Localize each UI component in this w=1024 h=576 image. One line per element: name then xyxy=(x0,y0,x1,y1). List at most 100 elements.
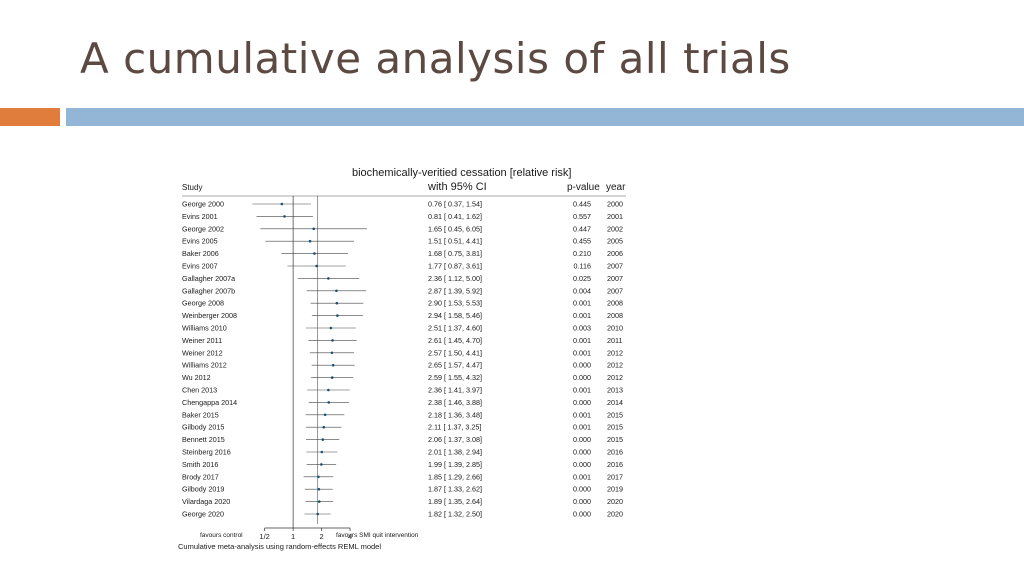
study-label: Steinberg 2016 xyxy=(182,448,231,457)
effect-ci-text: 2.51 [ 1.37, 4.60] xyxy=(428,324,482,333)
year-value: 2012 xyxy=(607,361,623,370)
study-label: Weinberger 2008 xyxy=(182,311,237,320)
year-value: 2012 xyxy=(607,373,623,382)
year-value: 2000 xyxy=(607,200,623,209)
favours-right-label: favours SMI quit intervention xyxy=(336,532,419,539)
column-header-study: Study xyxy=(182,183,202,192)
point-estimate xyxy=(323,413,327,417)
p-value: 0.025 xyxy=(573,274,591,283)
p-value: 0.000 xyxy=(573,497,591,506)
effect-ci-text: 1.65 [ 0.45, 6.05] xyxy=(428,224,482,233)
column-header-pvalue: p-value xyxy=(567,182,600,193)
chart-title: biochemically-veritied cessation [relati… xyxy=(352,167,571,179)
forest-plot-svg: biochemically-veritied cessation [relati… xyxy=(178,167,626,551)
year-value: 2007 xyxy=(607,262,623,271)
study-label: Gallagher 2007b xyxy=(182,286,235,295)
forest-row: George 2002 1.65 [ 0.45, 6.05] 0.447 2002 xyxy=(182,224,623,233)
forest-row: Smith 2016 1.99 [ 1.39, 2.85] 0.000 2016 xyxy=(182,460,623,469)
study-label: George 2002 xyxy=(182,224,224,233)
x-tick-label-0: 1/2 xyxy=(259,532,269,541)
slide-title: A cumulative analysis of all trials xyxy=(80,34,791,83)
point-estimate xyxy=(315,264,318,268)
point-estimate xyxy=(330,376,334,379)
study-label: Gilbody 2019 xyxy=(182,485,224,494)
accent-bar-blue xyxy=(66,108,1024,126)
year-value: 2015 xyxy=(607,423,623,432)
p-value: 0.445 xyxy=(573,200,591,209)
point-estimate xyxy=(329,326,333,330)
point-estimate xyxy=(327,401,331,404)
chart-footnote: Cumulative meta-analysis using random-ef… xyxy=(178,542,381,551)
p-value: 0.001 xyxy=(573,410,591,419)
year-value: 2014 xyxy=(607,398,623,407)
study-label: Wu 2012 xyxy=(182,373,211,382)
study-label: Baker 2006 xyxy=(182,249,219,258)
forest-row: Weiner 2011 2.61 [ 1.45, 4.70] 0.001 2011 xyxy=(182,336,622,345)
p-value: 0.000 xyxy=(573,361,591,370)
effect-ci-text: 1.51 [ 0.51, 4.41] xyxy=(428,237,482,246)
forest-row: Williams 2010 2.51 [ 1.37, 4.60] 0.003 2010 xyxy=(182,324,623,333)
point-estimate xyxy=(317,500,321,503)
study-label: Evins 2007 xyxy=(182,262,218,271)
study-label: Chengappa 2014 xyxy=(182,398,237,407)
effect-ci-text: 2.65 [ 1.57, 4.47] xyxy=(428,361,482,370)
p-value: 0.210 xyxy=(573,249,591,258)
p-value: 0.000 xyxy=(573,398,591,407)
year-value: 2010 xyxy=(607,324,623,333)
p-value: 0.000 xyxy=(573,435,591,444)
study-label: Chen 2013 xyxy=(182,386,217,395)
p-value: 0.003 xyxy=(573,324,591,333)
p-value: 0.001 xyxy=(573,472,591,481)
p-value: 0.000 xyxy=(573,448,591,457)
p-value: 0.447 xyxy=(573,224,591,233)
p-value: 0.000 xyxy=(573,485,591,494)
study-label: Bennett 2015 xyxy=(182,435,225,444)
p-value: 0.000 xyxy=(573,460,591,469)
effect-ci-text: 1.68 [ 0.75, 3.81] xyxy=(428,249,482,258)
effect-ci-text: 1.89 [ 1.35, 2.64] xyxy=(428,497,482,506)
forest-row: Evins 2007 1.77 [ 0.87, 3.61] 0.116 2007 xyxy=(182,262,623,271)
year-value: 2007 xyxy=(607,274,623,283)
year-value: 2016 xyxy=(607,460,623,469)
effect-ci-text: 0.76 [ 0.37, 1.54] xyxy=(428,200,482,209)
p-value: 0.001 xyxy=(573,311,591,320)
point-estimate xyxy=(327,388,330,392)
point-estimate xyxy=(321,438,325,441)
study-label: George 2020 xyxy=(182,510,224,519)
study-label: Smith 2016 xyxy=(182,460,218,469)
p-value: 0.001 xyxy=(573,423,591,432)
accent-bar-orange xyxy=(0,108,60,126)
year-value: 2020 xyxy=(607,497,623,506)
point-estimate xyxy=(320,463,323,466)
study-label: Evins 2001 xyxy=(182,212,218,221)
forest-row: George 2008 2.90 [ 1.53, 5.53] 0.001 2008 xyxy=(182,299,623,308)
x-tick-label-2: 2 xyxy=(320,532,324,541)
forest-row: Wu 2012 2.59 [ 1.55, 4.32] 0.000 2012 xyxy=(182,373,623,382)
forest-row: Evins 2001 0.81 [ 0.41, 1.62] 0.557 2001 xyxy=(182,212,623,221)
study-label: Weiner 2011 xyxy=(182,336,222,345)
year-value: 2002 xyxy=(607,224,623,233)
forest-row: Baker 2006 1.68 [ 0.75, 3.81] 0.210 2006 xyxy=(182,249,623,258)
favours-left-label: favours control xyxy=(200,532,243,539)
forest-row: Gilbody 2015 2.11 [ 1.37, 3.25] 0.001 2015 xyxy=(182,423,623,432)
year-value: 2001 xyxy=(607,212,623,221)
point-estimate xyxy=(327,277,330,280)
p-value: 0.000 xyxy=(573,373,591,382)
x-tick-label-1: 1 xyxy=(291,532,295,541)
effect-ci-text: 1.82 [ 1.32, 2.50] xyxy=(428,510,482,519)
year-value: 2016 xyxy=(607,448,623,457)
effect-ci-text: 2.94 [ 1.58, 5.46] xyxy=(428,311,482,320)
point-estimate xyxy=(317,487,321,491)
effect-ci-text: 2.18 [ 1.36, 3.48] xyxy=(428,410,482,419)
effect-ci-text: 2.06 [ 1.37, 3.08] xyxy=(428,435,482,444)
effect-ci-text: 1.77 [ 0.87, 3.61] xyxy=(428,262,482,271)
effect-ci-text: 2.38 [ 1.46, 3.88] xyxy=(428,398,482,407)
forest-row: Chen 2013 2.36 [ 1.41, 3.97] 0.001 2013 xyxy=(182,386,623,395)
chart-subtitle: with 95% CI xyxy=(427,181,487,193)
study-label: George 2000 xyxy=(182,200,224,209)
forest-row: Williams 2012 2.65 [ 1.57, 4.47] 0.000 2012 xyxy=(182,361,623,370)
p-value: 0.001 xyxy=(573,386,591,395)
point-estimate xyxy=(312,227,315,231)
point-estimate xyxy=(317,475,320,479)
effect-ci-text: 2.87 [ 1.39, 5.92] xyxy=(428,286,482,295)
